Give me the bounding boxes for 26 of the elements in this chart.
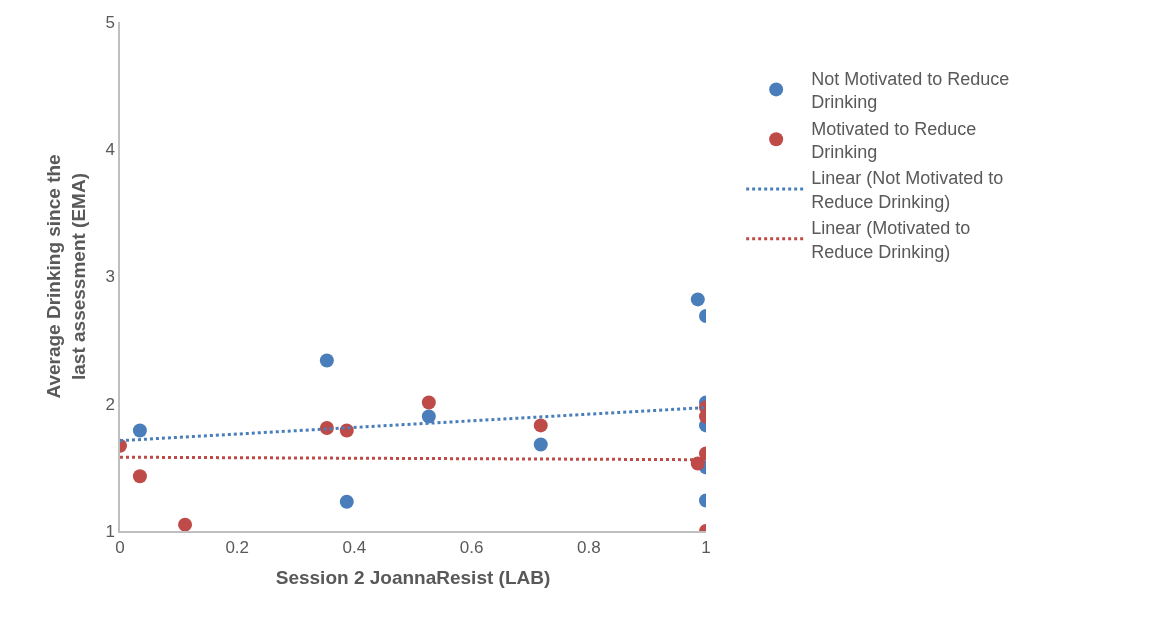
point <box>339 494 354 509</box>
y-tick-label: 1 <box>105 521 115 541</box>
y-axis-title: Average Drinking since the last assessment (EMA) <box>43 154 89 399</box>
point <box>132 469 147 484</box>
legend-label: Not Motivated to Reduce Drinking <box>811 68 1010 113</box>
point <box>421 409 436 424</box>
legend-label: Linear (Not Motivated to Reduce Drinking) <box>811 168 1004 212</box>
x-tick-label: 0.4 <box>342 538 367 558</box>
x-tick-label: 0.2 <box>225 538 250 558</box>
x-tick-label: 0.6 <box>459 538 484 558</box>
y-tick-label: 5 <box>105 12 115 32</box>
y-tick-label: 2 <box>105 394 115 414</box>
legend-label: Linear (Motivated to Reduce Drinking) <box>811 218 971 262</box>
point <box>132 423 147 438</box>
x-tick-label: 0.8 <box>576 538 601 558</box>
point <box>533 418 548 433</box>
point <box>319 353 334 368</box>
x-tick-label: 1 <box>701 538 711 558</box>
point <box>533 437 548 452</box>
x-axis-title: Session 2 JoannaResist (LAB) <box>275 567 551 589</box>
legend-label: Motivated to Reduce Drinking <box>811 118 977 162</box>
y-tick-label: 3 <box>105 267 115 287</box>
x-tick-label: 0 <box>115 538 125 558</box>
point <box>178 517 193 531</box>
y-tick-label: 4 <box>105 140 115 160</box>
point <box>421 395 436 410</box>
